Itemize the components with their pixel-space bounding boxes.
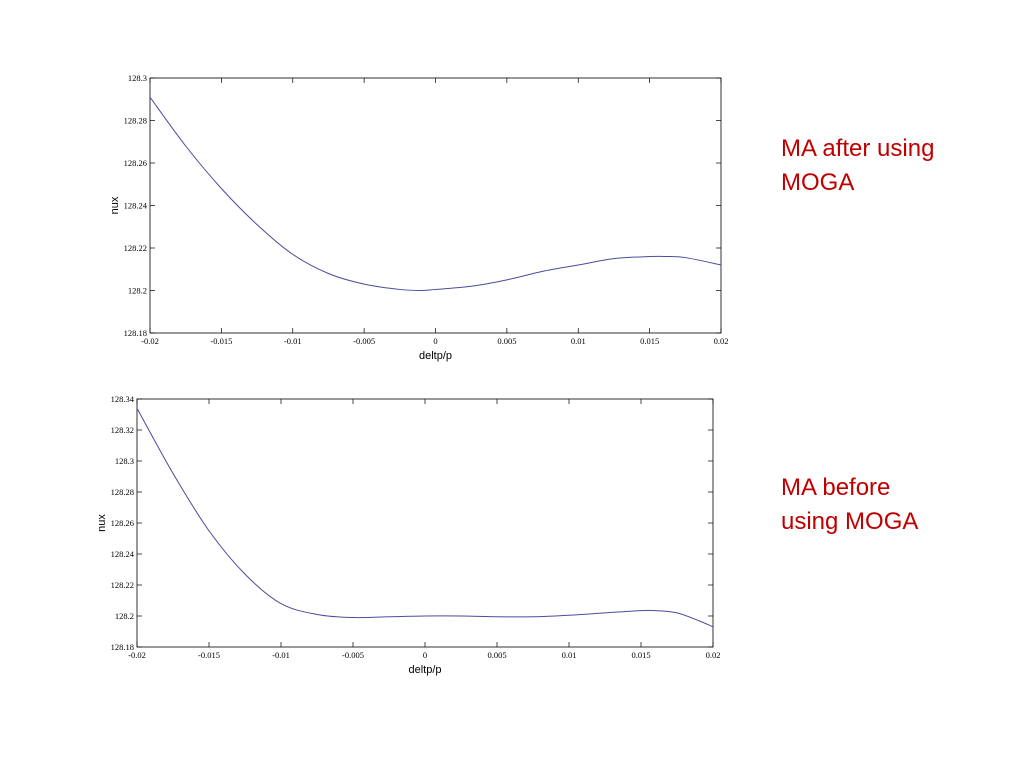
bottom-x-tick-label: 0.01: [562, 650, 577, 660]
top-y-tick-label: 128.24: [124, 201, 148, 211]
bottom-y-tick-label: 128.28: [111, 487, 134, 497]
top-y-tick-label: 128.3: [128, 73, 147, 83]
top-y-tick-label: 128.22: [124, 243, 147, 253]
caption-before-moga: MA before using MOGA: [781, 471, 1011, 539]
chart-after-moga: -0.02 -0.015 -0.01 -0.005 0 0.005 0.01 0.015 0.0…: [109, 73, 728, 362]
caption-after-moga: MA after using MOGA: [781, 132, 1011, 200]
top-plot-frame: [149, 77, 722, 334]
chart-before-moga: -0.02 -0.015 -0.01 -0.005 0 0.005 0.01 0.015 0.0…: [96, 394, 720, 676]
top-series-line: [149, 96, 722, 292]
top-x-tick-label: -0.01: [284, 336, 302, 346]
bottom-y-tick-label: 128.32: [111, 425, 134, 435]
top-x-tick-label: 0.02: [714, 336, 729, 346]
bottom-y-tick-label: 128.3: [115, 456, 134, 466]
top-x-tick-label: 0.005: [497, 336, 516, 346]
top-y-tick-label: 128.2: [128, 286, 147, 296]
bottom-x-tick-label: 0.02: [706, 650, 721, 660]
top-y-tick-label: 128.18: [124, 328, 147, 338]
caption-after-moga-line1: MA after using: [781, 135, 935, 162]
bottom-x-tick-label: -0.02: [128, 650, 146, 660]
top-y-axis-label: nux: [109, 196, 121, 214]
bottom-y-tick-label: 128.24: [111, 549, 135, 559]
bottom-x-tick-label: -0.005: [342, 650, 364, 660]
top-x-tick-label: -0.005: [353, 336, 375, 346]
bottom-x-tick-label: -0.015: [198, 650, 220, 660]
top-y-tick-label: 128.28: [124, 116, 147, 126]
caption-before-moga-line1: MA before: [781, 474, 891, 501]
bottom-y-tick-label: 128.18: [111, 642, 134, 652]
top-y-tick-label: 128.26: [124, 158, 147, 168]
bottom-series-line: [136, 408, 714, 628]
bottom-x-tick-label: 0: [423, 650, 427, 660]
top-x-tick-label: -0.02: [141, 336, 159, 346]
bottom-y-axis-label: nux: [96, 514, 108, 532]
bottom-y-tick-label: 128.2: [115, 611, 134, 621]
bottom-x-tick-label: -0.01: [272, 650, 290, 660]
bottom-y-tick-label: 128.22: [111, 580, 134, 590]
top-x-axis-label: deltp/p: [419, 350, 452, 362]
top-x-tick-label: 0.01: [571, 336, 586, 346]
bottom-x-tick-label: 0.005: [487, 650, 506, 660]
bottom-y-tick-label: 128.34: [111, 394, 135, 404]
top-x-tick-label: 0: [433, 336, 437, 346]
bottom-plot-frame: [136, 398, 714, 648]
top-x-tick-label: -0.015: [210, 336, 232, 346]
top-x-tick-label: 0.015: [640, 336, 659, 346]
caption-before-moga-line2: using MOGA: [781, 508, 919, 535]
bottom-y-tick-label: 128.26: [111, 518, 134, 528]
bottom-x-axis-label: deltp/p: [408, 664, 441, 676]
caption-after-moga-line2: MOGA: [781, 169, 855, 196]
bottom-x-tick-label: 0.015: [631, 650, 650, 660]
